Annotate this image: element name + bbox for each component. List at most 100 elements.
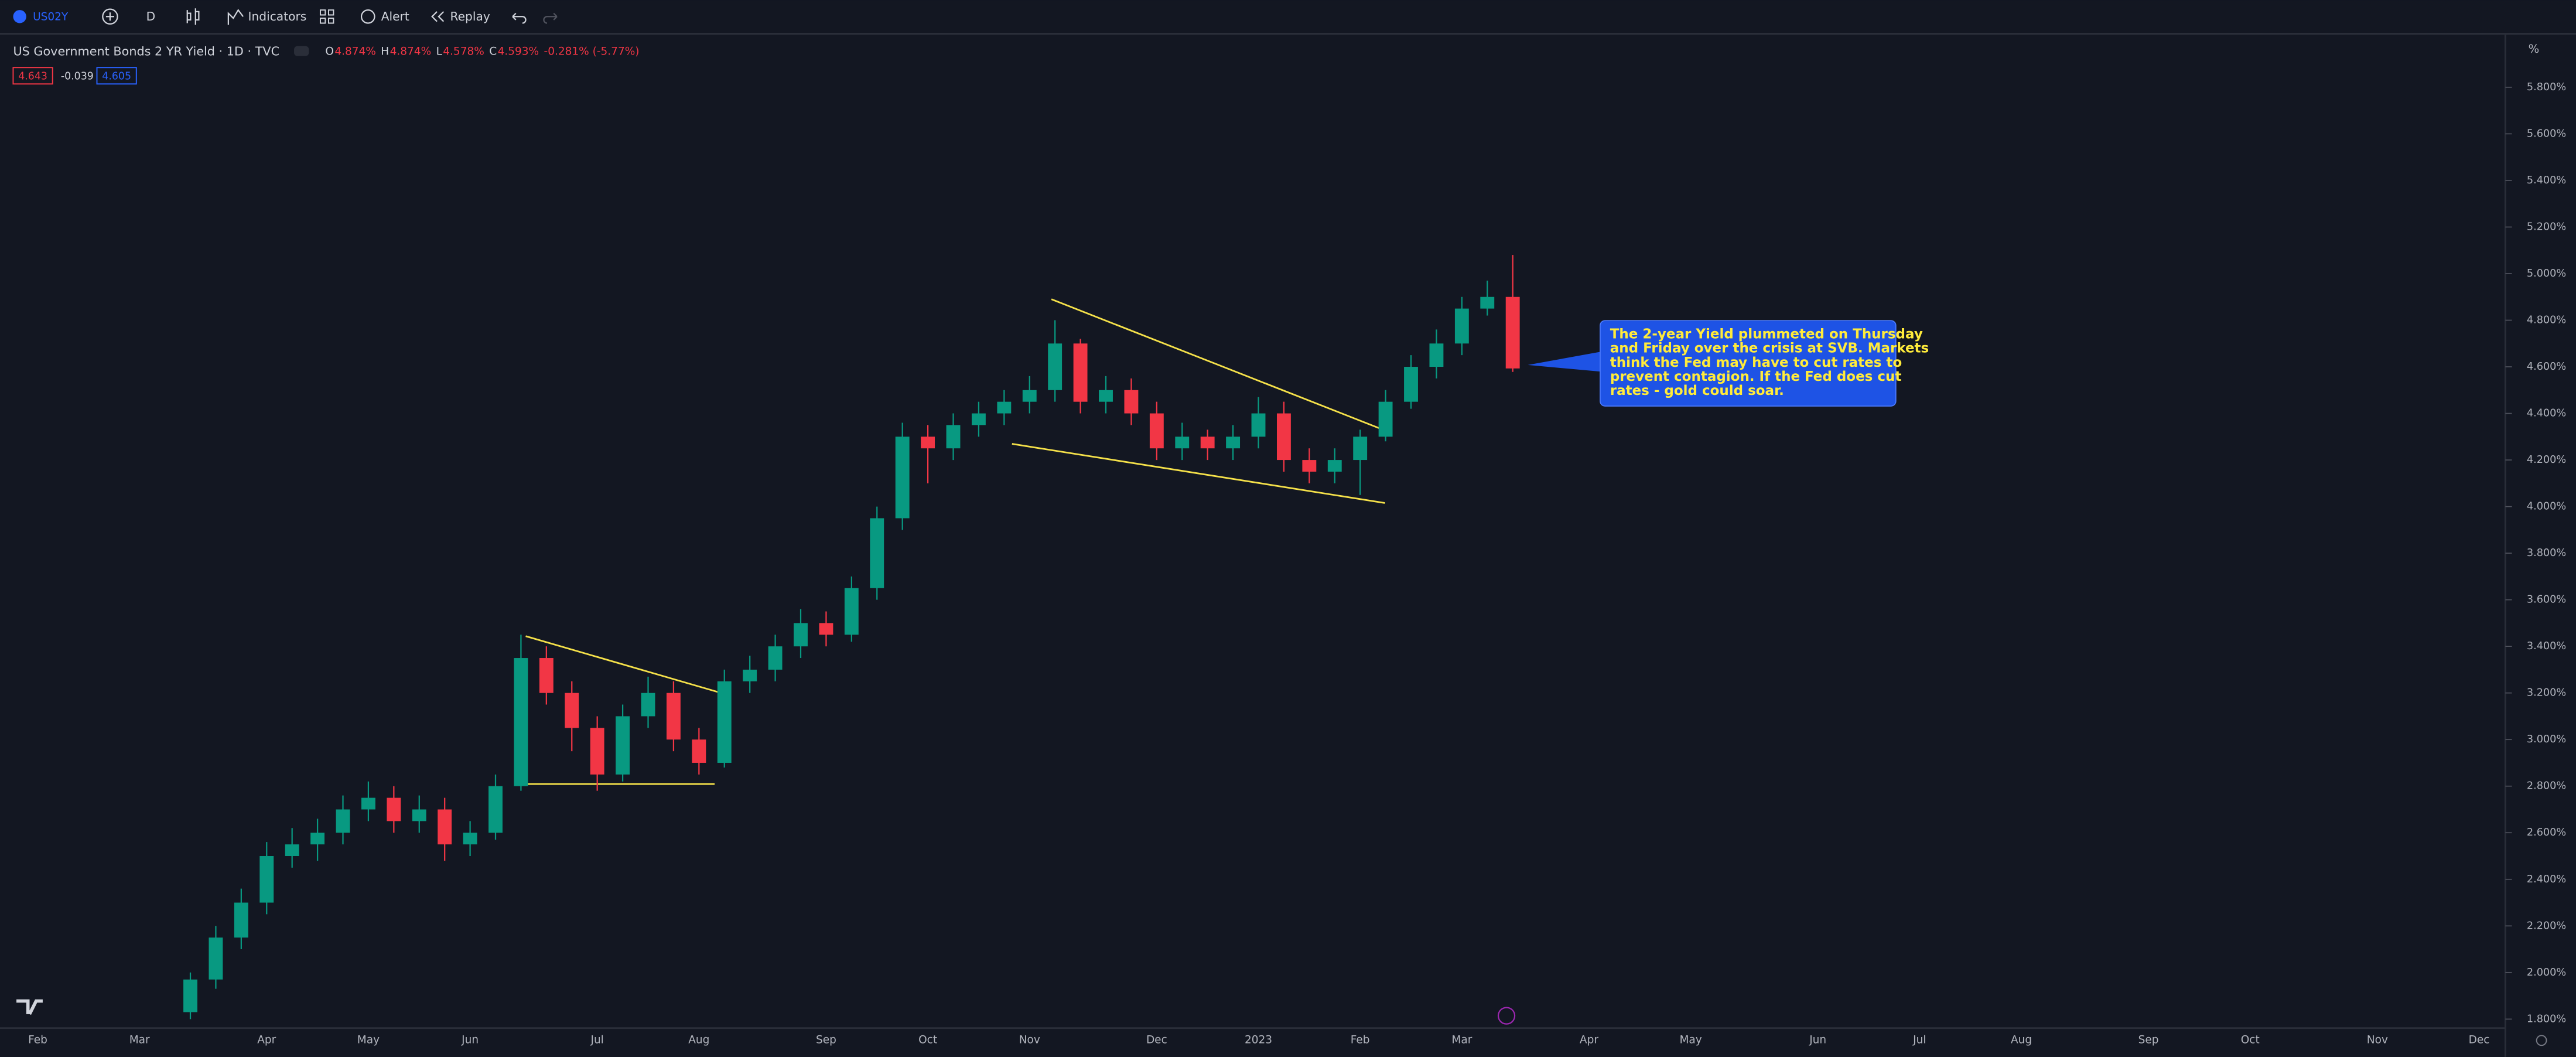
callout-line: think the Fed may have to cut rates to — [1610, 355, 1902, 370]
candle-body — [183, 979, 197, 1012]
ohlc-value: 4.578% — [443, 46, 484, 58]
candle-body — [1124, 390, 1139, 414]
y-tick-label: 5.200% — [2527, 221, 2566, 233]
x-tick-label: Dec — [1146, 1034, 1167, 1046]
y-tick-label: 3.000% — [2527, 734, 2566, 745]
callout-box — [1600, 320, 1897, 407]
candle-body — [463, 833, 477, 845]
price-tag: 4.643 — [18, 71, 47, 83]
candle-body — [336, 809, 350, 833]
x-tick-label: Sep — [2138, 1034, 2159, 1046]
y-tick-label: 4.200% — [2527, 454, 2566, 466]
compare-button[interactable] — [102, 8, 118, 25]
y-tick-label: 2.200% — [2527, 920, 2566, 932]
candle-body — [438, 809, 452, 845]
candle-body — [1404, 367, 1418, 402]
ohlc-value: 4.593% — [498, 46, 539, 58]
y-tick-label: 2.800% — [2527, 780, 2566, 792]
replay-icon — [431, 11, 445, 22]
trendlines — [515, 298, 1391, 785]
candle-body — [1048, 343, 1062, 390]
spread-tag: -0.039 — [61, 71, 94, 83]
ohlc-change: -0.281% (-5.77%) — [544, 46, 640, 58]
events-icon[interactable] — [1497, 1007, 1516, 1025]
x-tick-label: Jun — [1809, 1034, 1826, 1046]
trendline — [525, 635, 719, 693]
candle-body — [1073, 343, 1088, 402]
candle-body — [1175, 437, 1190, 449]
candle-body — [590, 728, 604, 775]
candle-body — [1505, 296, 1520, 369]
candle-body — [1276, 413, 1291, 461]
y-axis-unit: % — [2529, 42, 2540, 56]
candle-body — [387, 797, 401, 821]
x-tick-label: May — [357, 1034, 380, 1046]
candle-body — [234, 902, 248, 938]
candle-body — [412, 809, 426, 821]
price-tag: 4.605 — [102, 71, 131, 83]
x-tick-label: Mar — [129, 1034, 150, 1046]
candle-body — [692, 739, 706, 763]
candle-body — [946, 425, 961, 449]
price-tag-box — [96, 67, 137, 85]
x-tick-label: Aug — [688, 1034, 709, 1046]
x-tick-label: Dec — [2469, 1034, 2490, 1046]
ohlc-key: O — [325, 46, 334, 58]
y-tick-label: 4.800% — [2527, 315, 2566, 326]
interval-button[interactable]: D — [146, 9, 156, 23]
alert-icon — [360, 9, 375, 24]
settings-button[interactable] — [2536, 1035, 2547, 1046]
logo — [16, 999, 43, 1015]
y-tick-label: 5.600% — [2527, 128, 2566, 139]
candle-body — [666, 693, 681, 740]
y-tick-label: 3.800% — [2527, 547, 2566, 559]
x-tick-label: Aug — [2011, 1034, 2032, 1046]
trendline — [1051, 298, 1391, 434]
candle-body — [641, 693, 655, 717]
candle-body — [361, 797, 375, 810]
callout-line: The 2-year Yield plummeted on Thursday — [1610, 327, 1923, 342]
x-tick-label: Sep — [816, 1034, 836, 1046]
x-tick-label: May — [1679, 1034, 1702, 1046]
x-tick-label: Jul — [590, 1034, 604, 1046]
ohlc-key: C — [489, 46, 497, 58]
ohlc-key: H — [381, 46, 389, 58]
x-tick-label: Feb — [28, 1034, 47, 1046]
replay-button[interactable]: Replay — [450, 9, 490, 23]
y-tick-label: 5.000% — [2527, 268, 2566, 279]
candle-body — [488, 786, 503, 833]
x-tick-label: Apr — [1580, 1034, 1598, 1046]
candle-body — [794, 623, 808, 647]
x-tick-label: Nov — [1019, 1034, 1040, 1046]
redo-button[interactable] — [543, 12, 558, 24]
undo-button[interactable] — [512, 12, 527, 24]
candle-body — [565, 693, 579, 728]
candle-body — [997, 401, 1012, 414]
candle-body — [514, 658, 528, 786]
x-tick-label: Jul — [1912, 1034, 1926, 1046]
y-tick-label: 4.600% — [2527, 361, 2566, 373]
x-tick-label: Nov — [2367, 1034, 2388, 1046]
y-tick-label: 2.000% — [2527, 967, 2566, 978]
layouts-button[interactable] — [319, 9, 334, 24]
ohlc-key: L — [436, 46, 443, 58]
candle-body — [1022, 390, 1037, 402]
collapse-button[interactable] — [294, 46, 309, 56]
y-tick-label: 3.400% — [2527, 640, 2566, 652]
y-tick-label: 4.000% — [2527, 501, 2566, 513]
candle-body — [1353, 437, 1368, 461]
x-tick-label: Mar — [1451, 1034, 1472, 1046]
x-tick-label: Apr — [257, 1034, 276, 1046]
candle-body — [1149, 413, 1164, 449]
callout-text: The 2-year Yield plummeted on Thursdayan… — [1610, 327, 1929, 398]
candle-body — [1200, 437, 1215, 449]
indicators-button[interactable]: Indicators — [248, 9, 307, 23]
x-tick-label: Jun — [461, 1034, 479, 1046]
y-tick-label: 5.400% — [2527, 175, 2566, 186]
price-tag-box — [12, 67, 53, 85]
symbol-button[interactable]: US02Y — [13, 10, 69, 23]
candle-body — [1226, 437, 1241, 449]
chart-type-button[interactable] — [186, 8, 200, 25]
alert-button[interactable]: Alert — [381, 9, 409, 23]
